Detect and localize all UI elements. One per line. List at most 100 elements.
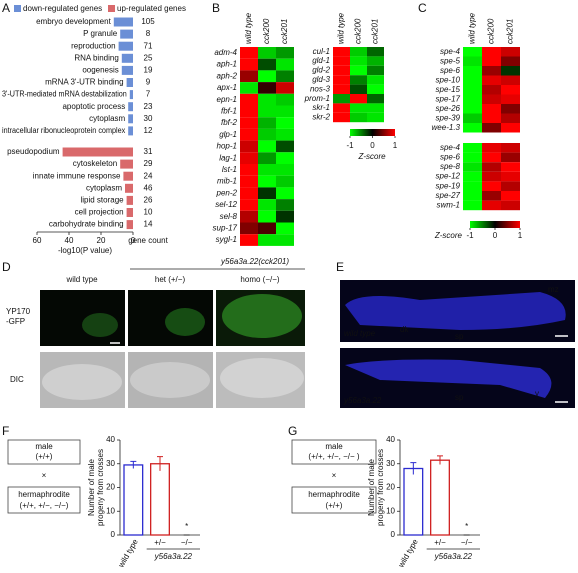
gene-label: spe-15	[436, 85, 461, 94]
bar	[118, 41, 133, 51]
category-label: RNA binding	[74, 53, 118, 62]
colorbar-tick-label: -1	[466, 231, 474, 240]
category-label: pseudopodium	[7, 147, 60, 156]
cross-box	[7, 486, 81, 514]
structure-label: v	[535, 389, 539, 398]
colorbar	[470, 221, 520, 228]
heat-cell	[240, 175, 258, 188]
heat-cell	[240, 128, 258, 141]
heat-cell	[482, 47, 501, 57]
heat-cell	[240, 117, 258, 129]
bar	[120, 29, 133, 39]
heat-cell	[501, 56, 520, 66]
y-tick-label: 0	[111, 530, 116, 539]
category-label: carbohydrate binding	[49, 220, 124, 229]
x-tick-label: 20	[97, 236, 106, 245]
column-header: wild type	[337, 12, 346, 44]
y-tick-label: 20	[106, 483, 115, 492]
heat-cell	[258, 187, 276, 200]
heat-cell	[276, 47, 294, 59]
heat-cell	[463, 162, 482, 172]
category-label: 3'-UTR-mediated mRNA destabilization	[2, 90, 127, 99]
colorbar	[350, 129, 395, 136]
bar	[123, 464, 144, 536]
heat-cell	[501, 123, 520, 133]
category-label: cytoplasm	[86, 183, 122, 192]
bar	[126, 195, 133, 205]
panel-letter: A	[2, 1, 10, 15]
heat-cell	[240, 199, 258, 211]
gene-count: 30	[144, 114, 153, 123]
gene-count: 105	[141, 17, 155, 26]
heat-cell	[258, 199, 276, 211]
cross-text: (+/+, +/−, −/−)	[20, 501, 69, 510]
heat-cell	[240, 82, 258, 94]
heat-cell	[350, 84, 367, 94]
bar	[125, 183, 133, 193]
heat-cell	[463, 94, 482, 104]
heat-cell	[258, 93, 276, 106]
heat-cell	[463, 85, 482, 95]
heat-cell	[258, 105, 276, 118]
y-tick-label: 10	[386, 506, 395, 515]
column-header: homo (−/−)	[240, 275, 279, 284]
heat-cell	[258, 222, 276, 235]
gene-label: skr-2	[312, 113, 330, 122]
significance-mark: *	[185, 522, 188, 531]
heat-cell	[482, 66, 501, 76]
gene-label: gld-1	[312, 56, 330, 65]
y-tick-label: 40	[386, 435, 395, 444]
column-header: cck201	[506, 19, 515, 44]
gene-label: gld-2	[312, 66, 330, 75]
legend-label: up-regulated genes	[117, 4, 186, 13]
gene-label: spe-39	[436, 113, 461, 122]
gene-label: fbf-2	[221, 118, 238, 127]
heat-cell	[463, 152, 482, 163]
cross-text: hermaphrodite	[308, 490, 360, 499]
heat-cell	[258, 70, 276, 83]
gene-label: skr-1	[312, 103, 330, 112]
heat-cell	[333, 75, 350, 85]
heat-cell	[276, 175, 294, 188]
gene-count: 14	[144, 220, 153, 229]
genotype-title: y56a3a.22(cck201)	[220, 257, 289, 266]
structure-label: sp	[455, 332, 464, 341]
heat-cell	[240, 140, 258, 153]
heat-cell	[333, 84, 350, 94]
x-tick-label: +/−	[154, 538, 166, 547]
gene-count: 31	[144, 147, 153, 156]
heat-cell	[276, 152, 294, 164]
heat-cell	[240, 234, 258, 246]
panel-letter: F	[2, 424, 9, 438]
gene-count: 29	[144, 159, 153, 168]
category-label: lipid storage	[80, 196, 124, 205]
y-tick-label: 20	[386, 483, 395, 492]
heat-cell	[501, 200, 520, 211]
column-header: wild type	[468, 12, 477, 44]
x-tick-label: 40	[65, 236, 74, 245]
cross-symbol: ×	[332, 471, 337, 480]
heat-cell	[501, 152, 520, 163]
bar	[62, 147, 133, 157]
gene-label: gld-3	[312, 75, 330, 84]
column-header: cck200	[354, 18, 363, 44]
category-label: cytoplasm	[89, 114, 125, 123]
gene-count: 26	[144, 196, 153, 205]
gene-label: aph-1	[217, 60, 237, 69]
gene-label: spe-26	[436, 104, 461, 113]
bar	[126, 78, 133, 87]
heat-cell	[482, 123, 501, 133]
heat-cell	[482, 94, 501, 104]
gene-label: mib-1	[217, 177, 237, 186]
legend-label: down-regulated genes	[23, 4, 102, 13]
heat-cell	[501, 85, 520, 95]
category-label: apoptotic process	[62, 102, 125, 111]
heat-cell	[482, 152, 501, 163]
x-tick-label: +/−	[434, 538, 446, 547]
gene-label: spe-12	[436, 172, 461, 181]
heat-cell	[501, 181, 520, 191]
x-tick-label: 60	[33, 236, 42, 245]
y-axis-label: Number of male	[87, 459, 96, 516]
category-label: innate immune response	[33, 171, 121, 180]
bar	[121, 65, 133, 75]
